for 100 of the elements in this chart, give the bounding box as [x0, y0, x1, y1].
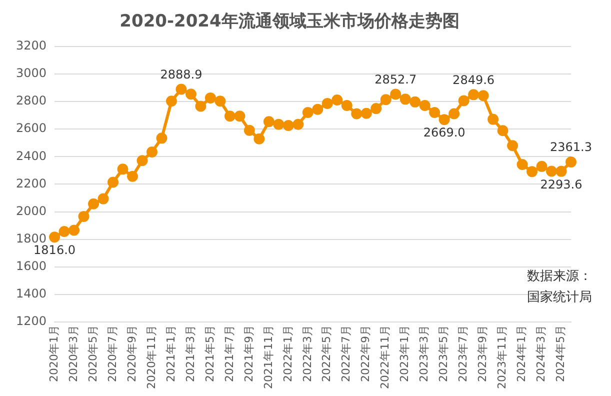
- y-tick-label: 2400: [16, 148, 47, 163]
- point: [273, 118, 284, 130]
- x-tick-label: 2022年3月: [300, 325, 314, 382]
- point: [185, 88, 196, 100]
- point: [507, 140, 518, 152]
- point: [195, 100, 206, 112]
- point: [292, 118, 304, 130]
- point: [224, 110, 236, 122]
- data-label: 2669.0: [423, 126, 466, 140]
- point: [108, 176, 119, 188]
- data-label: 2852.7: [374, 72, 417, 86]
- point: [360, 108, 372, 119]
- x-tick-label: 2020年1月: [47, 325, 60, 382]
- point: [380, 94, 392, 106]
- x-tick-label: 2023年7月: [456, 325, 470, 382]
- point: [49, 232, 60, 243]
- point: [234, 110, 246, 122]
- point: [341, 100, 352, 112]
- point: [438, 114, 450, 126]
- x-tick-label: 2023年11月: [496, 325, 509, 390]
- x-tick-label: 2021年5月: [203, 325, 216, 382]
- point: [536, 160, 548, 172]
- x-tick-label: 2021年9月: [242, 325, 256, 382]
- point: [410, 96, 421, 108]
- point: [419, 100, 430, 112]
- point: [302, 107, 314, 118]
- point: [166, 96, 177, 107]
- point: [468, 89, 480, 100]
- point: [136, 155, 148, 166]
- point: [78, 210, 90, 222]
- x-tick-label: 2020年3月: [66, 325, 80, 382]
- y-tick-label: 2000: [16, 204, 47, 218]
- point: [351, 108, 362, 120]
- y-tick-label: 1200: [16, 314, 47, 328]
- point: [156, 132, 168, 144]
- x-tick-label: 2022年7月: [340, 325, 353, 382]
- x-tick-label: 2022年9月: [359, 325, 372, 382]
- point: [312, 104, 324, 115]
- point: [204, 92, 216, 104]
- data-label: 1816.0: [34, 243, 76, 258]
- x-tick-label: 2021年1月: [164, 325, 178, 382]
- x-tick-label: 2021年3月: [184, 325, 197, 382]
- y-tick-label: 3200: [16, 38, 47, 53]
- y-tick-label: 2600: [16, 121, 47, 136]
- point: [370, 103, 382, 114]
- data-label: 2293.6: [540, 177, 582, 192]
- point: [117, 164, 128, 175]
- y-tick-label: 1400: [16, 286, 47, 301]
- point: [98, 193, 109, 204]
- x-tick-label: 2024年1月: [515, 325, 528, 382]
- point: [88, 198, 100, 210]
- point: [263, 116, 274, 128]
- point: [332, 94, 343, 106]
- x-tick-label: 2021年11月: [262, 325, 275, 390]
- point: [516, 159, 528, 170]
- x-tick-label: 2020年9月: [125, 325, 138, 382]
- point: [254, 133, 265, 144]
- y-tick-label: 3000: [16, 66, 47, 80]
- point: [497, 125, 508, 136]
- data-label: 2849.6: [452, 72, 495, 87]
- point: [322, 98, 333, 109]
- y-tick-label: 1600: [16, 259, 47, 274]
- x-tick-label: 2020年5月: [86, 325, 100, 382]
- point: [176, 84, 187, 95]
- data-label: 2888.9: [160, 67, 202, 82]
- point: [400, 94, 411, 105]
- point: [126, 170, 138, 182]
- point: [244, 124, 255, 136]
- x-tick-label: 2024年5月: [554, 325, 568, 382]
- point: [214, 96, 226, 107]
- x-tick-label: 2023年5月: [437, 325, 450, 382]
- point: [448, 108, 460, 120]
- x-tick-label: 2022年1月: [281, 325, 294, 382]
- x-tick-label: 2023年1月: [398, 325, 412, 382]
- point: [556, 166, 567, 177]
- x-tick-label: 2023年3月: [418, 325, 431, 382]
- point: [146, 146, 158, 158]
- x-tick-label: 2021年7月: [222, 325, 236, 382]
- x-tick-label: 2022年11月: [378, 325, 392, 390]
- y-tick-label: 1800: [16, 231, 47, 246]
- annotation: 数据来源：国家统计局: [527, 268, 593, 307]
- x-tick-label: 2020年7月: [106, 325, 119, 382]
- x-tick-label: 2022年5月: [320, 325, 334, 382]
- data-label: 2361.3: [550, 140, 592, 154]
- chart-title: 2020-2024年流通领域玉米市场价格走势图: [120, 12, 460, 32]
- point: [282, 120, 294, 131]
- point: [68, 224, 80, 236]
- point: [458, 95, 470, 106]
- x-tick-label: 2024年3月: [534, 325, 548, 382]
- point: [390, 88, 402, 100]
- x-tick-label: 2023年9月: [476, 325, 490, 382]
- y-tick-label: 2200: [16, 176, 47, 190]
- point: [488, 114, 499, 125]
- x-tick-label: 2020年11月: [144, 325, 158, 390]
- point: [526, 166, 538, 178]
- point: [546, 166, 558, 177]
- y-tick-label: 2800: [16, 94, 47, 108]
- point: [478, 90, 489, 102]
- point: [566, 156, 576, 168]
- point: [429, 107, 440, 118]
